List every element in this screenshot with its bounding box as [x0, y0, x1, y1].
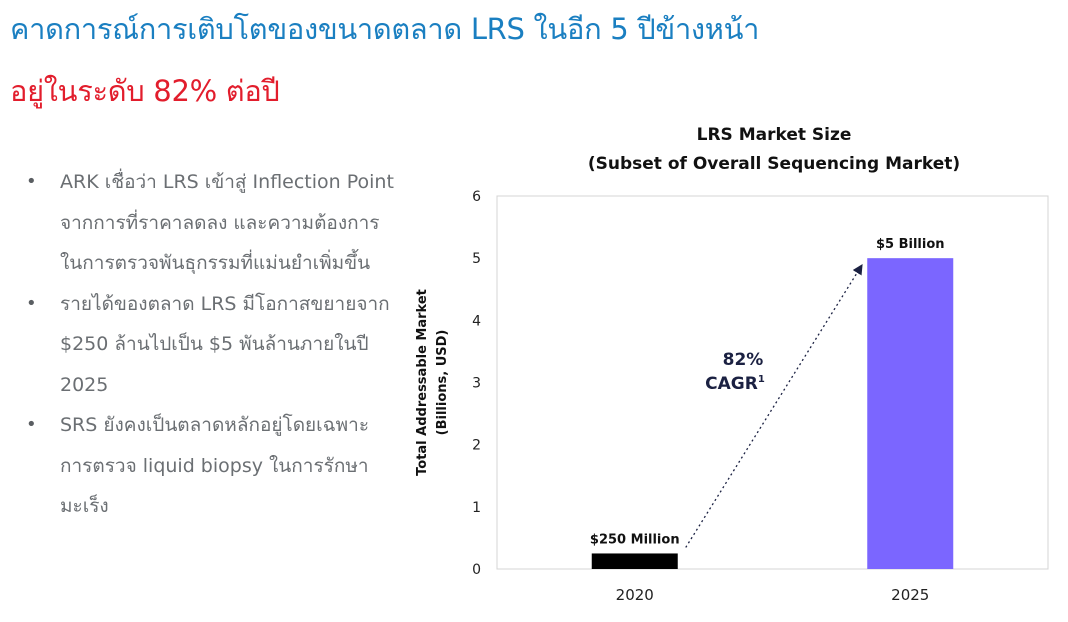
y-tick-label: 3 — [472, 376, 481, 392]
y-tick-label: 5 — [472, 251, 481, 267]
bullet-text: SRS ยังคงเป็นตลาดหลักอยู่โดยเฉพาะการตรวจ… — [60, 414, 370, 517]
bullet-list: • ARK เชื่อว่า LRS เข้าสู่ Inflection Poi… — [24, 162, 394, 527]
data-label-2025: $5 Billion — [876, 237, 945, 252]
slide-title-line1: คาดการณ์การเติบโตของขนาดตลาด LRS ในอีก 5… — [10, 12, 760, 46]
x-tick-label: 2020 — [616, 586, 654, 604]
plot-frame — [496, 195, 1049, 570]
y-tick-label: 6 — [472, 189, 481, 205]
chart-subtitle: (Subset of Overall Sequencing Market) — [587, 154, 961, 174]
y-tick-label: 1 — [472, 500, 481, 516]
bar-2025 — [867, 258, 954, 569]
chart-title: LRS Market Size — [696, 125, 852, 145]
cagr-label: CAGR1 — [705, 374, 765, 394]
bullet-item: • รายได้ของตลาด LRS มีโอกาสขยายจาก $250 ล… — [24, 284, 394, 406]
y-tick-label: 0 — [472, 562, 481, 578]
bar-chart: 0 1 2 3 4 5 6 $250 Million 2020 $5 Billion 2025 Tot… — [415, 189, 1049, 604]
bar-2020 — [591, 553, 678, 569]
y-axis-label-unit: (Billions, USD) — [435, 330, 450, 436]
bullet-text: ARK เชื่อว่า LRS เข้าสู่ Inflection Poin… — [60, 171, 394, 274]
slide-title-line2: อยู่ในระดับ 82% ต่อปี — [10, 74, 280, 108]
bullet-dot: • — [26, 292, 37, 314]
bullet-item: • ARK เชื่อว่า LRS เข้าสู่ Inflection Poi… — [24, 162, 394, 284]
cagr-value: 82% — [723, 350, 764, 370]
data-label-2020: $250 Million — [590, 532, 680, 547]
y-tick-label: 2 — [472, 438, 481, 454]
bullet-dot: • — [26, 171, 37, 192]
bullet-dot: • — [26, 414, 37, 435]
y-axis-label: Total Addressable Market — [415, 289, 430, 476]
bullet-text: รายได้ของตลาด LRS มีโอกาสขยายจาก $250 ล้… — [60, 292, 390, 396]
x-tick-label: 2025 — [891, 586, 929, 604]
growth-arrow — [685, 263, 863, 548]
y-tick-label: 4 — [472, 313, 481, 329]
bullet-item: • SRS ยังคงเป็นตลาดหลักอยู่โดยเฉพาะการตรว… — [24, 405, 394, 527]
